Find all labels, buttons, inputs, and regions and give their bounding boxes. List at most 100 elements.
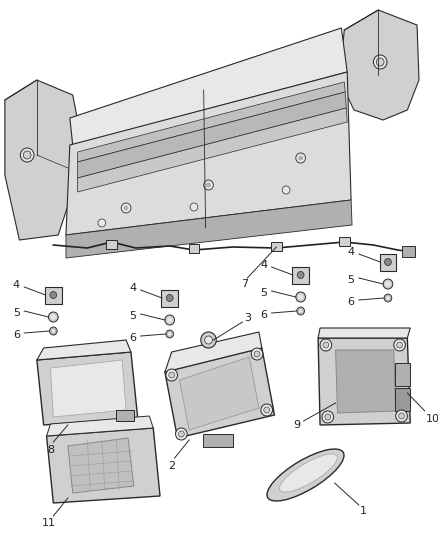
Circle shape	[299, 309, 303, 313]
Polygon shape	[70, 28, 347, 145]
Circle shape	[385, 281, 390, 287]
Polygon shape	[66, 200, 352, 258]
Polygon shape	[78, 92, 346, 178]
Polygon shape	[180, 357, 259, 430]
Circle shape	[49, 312, 58, 322]
FancyBboxPatch shape	[402, 246, 415, 256]
Circle shape	[298, 295, 303, 300]
FancyBboxPatch shape	[203, 433, 233, 447]
Text: 9: 9	[293, 420, 300, 430]
Polygon shape	[78, 108, 347, 192]
Ellipse shape	[279, 454, 337, 492]
Polygon shape	[50, 360, 126, 417]
Circle shape	[124, 206, 128, 211]
Circle shape	[264, 407, 270, 413]
Circle shape	[166, 369, 177, 381]
Circle shape	[190, 203, 198, 211]
Polygon shape	[5, 80, 78, 240]
FancyBboxPatch shape	[116, 409, 134, 421]
Circle shape	[282, 186, 290, 194]
Polygon shape	[37, 352, 138, 425]
Text: 5: 5	[260, 288, 267, 298]
Circle shape	[178, 431, 184, 437]
FancyBboxPatch shape	[189, 244, 199, 253]
Text: 7: 7	[241, 279, 248, 289]
FancyBboxPatch shape	[395, 362, 410, 385]
Text: 10: 10	[426, 414, 438, 424]
Polygon shape	[66, 72, 351, 235]
Circle shape	[23, 151, 31, 159]
Polygon shape	[336, 350, 396, 413]
Circle shape	[296, 153, 306, 163]
Circle shape	[50, 292, 57, 298]
Circle shape	[51, 329, 55, 333]
Text: 4: 4	[13, 280, 20, 290]
Text: 8: 8	[47, 445, 54, 455]
Circle shape	[204, 180, 213, 190]
Circle shape	[320, 339, 332, 351]
Circle shape	[49, 327, 57, 335]
Circle shape	[397, 342, 403, 348]
Polygon shape	[46, 428, 160, 503]
Circle shape	[376, 58, 384, 66]
Text: 4: 4	[129, 283, 136, 293]
Polygon shape	[37, 340, 131, 360]
FancyBboxPatch shape	[162, 289, 178, 306]
Circle shape	[383, 279, 393, 289]
Circle shape	[51, 314, 56, 319]
Circle shape	[325, 414, 331, 420]
Circle shape	[168, 332, 172, 336]
Text: 6: 6	[129, 333, 136, 343]
FancyBboxPatch shape	[271, 241, 282, 251]
Text: 4: 4	[260, 260, 267, 270]
Text: 5: 5	[129, 311, 136, 321]
Polygon shape	[318, 328, 410, 338]
Circle shape	[166, 330, 173, 338]
Text: 5: 5	[13, 308, 20, 318]
FancyBboxPatch shape	[106, 239, 117, 248]
Circle shape	[176, 428, 187, 440]
Circle shape	[251, 348, 263, 360]
Text: 6: 6	[13, 330, 20, 340]
Polygon shape	[46, 416, 153, 436]
FancyBboxPatch shape	[395, 387, 410, 410]
Circle shape	[205, 336, 212, 344]
Circle shape	[167, 318, 172, 322]
Text: 4: 4	[347, 247, 355, 257]
Circle shape	[21, 148, 34, 162]
Text: 1: 1	[360, 506, 367, 516]
Text: 2: 2	[168, 461, 175, 471]
Circle shape	[297, 271, 304, 279]
Polygon shape	[318, 338, 410, 425]
Circle shape	[394, 339, 406, 351]
Polygon shape	[68, 438, 134, 493]
Circle shape	[386, 296, 390, 300]
Text: 11: 11	[42, 518, 56, 528]
Circle shape	[254, 351, 260, 357]
Circle shape	[98, 219, 106, 227]
Text: 6: 6	[260, 310, 267, 320]
FancyBboxPatch shape	[380, 254, 396, 271]
Circle shape	[297, 307, 304, 315]
Text: 5: 5	[348, 275, 355, 285]
Circle shape	[399, 413, 404, 419]
Circle shape	[206, 182, 211, 188]
Polygon shape	[165, 348, 275, 438]
FancyBboxPatch shape	[45, 287, 62, 303]
Circle shape	[201, 332, 216, 348]
Text: 3: 3	[244, 313, 251, 323]
Polygon shape	[78, 82, 345, 162]
FancyBboxPatch shape	[293, 266, 309, 284]
Polygon shape	[165, 332, 262, 372]
Text: 6: 6	[348, 297, 355, 307]
Circle shape	[169, 372, 175, 378]
Circle shape	[165, 315, 175, 325]
Circle shape	[374, 55, 387, 69]
Circle shape	[298, 156, 303, 160]
Circle shape	[121, 203, 131, 213]
Circle shape	[396, 410, 407, 422]
Ellipse shape	[267, 449, 344, 501]
FancyBboxPatch shape	[339, 237, 350, 246]
Circle shape	[384, 294, 392, 302]
Circle shape	[385, 259, 391, 265]
